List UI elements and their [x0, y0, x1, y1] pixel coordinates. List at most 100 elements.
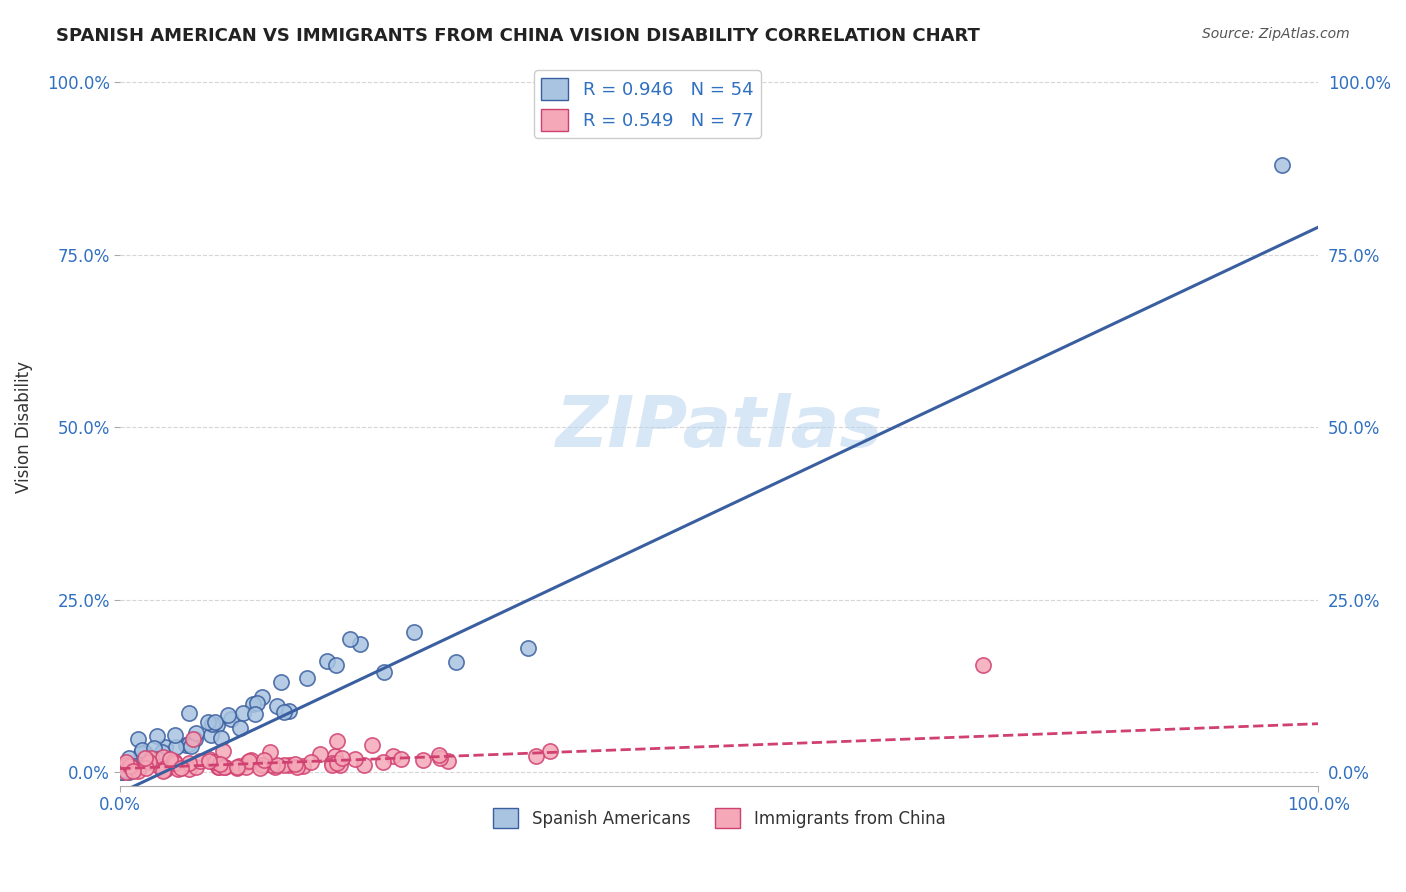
Point [243, 706, 266, 721]
Point [236, 756, 259, 770]
Point [138, 755, 160, 769]
Point [212, 744, 235, 758]
Point [232, 706, 254, 720]
Point [153, 763, 176, 777]
Point [177, 737, 200, 751]
Point [373, 665, 395, 679]
Point [159, 752, 181, 766]
Point [179, 706, 201, 720]
Point [150, 745, 173, 759]
Point [353, 757, 375, 772]
Point [181, 731, 204, 746]
Point [250, 758, 273, 772]
Point [114, 764, 136, 779]
Point [284, 757, 307, 772]
Point [321, 756, 343, 771]
Point [373, 755, 395, 769]
Point [972, 658, 994, 673]
Point [176, 738, 198, 752]
Point [146, 729, 169, 743]
Point [197, 715, 219, 730]
Point [238, 754, 260, 768]
Point [412, 753, 434, 767]
Point [127, 764, 149, 778]
Point [437, 754, 460, 768]
Point [166, 762, 188, 776]
Point [323, 748, 346, 763]
Point [309, 747, 332, 761]
Point [326, 756, 349, 770]
Point [299, 755, 322, 769]
Point [121, 760, 143, 774]
Y-axis label: Vision Disability: Vision Disability [15, 361, 32, 493]
Point [259, 745, 281, 759]
Point [250, 690, 273, 704]
Point [131, 743, 153, 757]
Text: SPANISH AMERICAN VS IMMIGRANTS FROM CHINA VISION DISABILITY CORRELATION CHART: SPANISH AMERICAN VS IMMIGRANTS FROM CHIN… [56, 27, 980, 45]
Point [253, 753, 276, 767]
Point [246, 696, 269, 710]
Point [127, 731, 149, 746]
Point [273, 757, 295, 772]
Point [143, 750, 166, 764]
Point [180, 739, 202, 753]
Point [229, 721, 252, 735]
Point [155, 762, 177, 776]
Point [163, 755, 186, 769]
Point [270, 674, 292, 689]
Point [524, 749, 547, 764]
Point [1271, 158, 1294, 172]
Point [339, 632, 361, 647]
Point [242, 697, 264, 711]
Point [321, 757, 343, 772]
Point [146, 751, 169, 765]
Point [134, 746, 156, 760]
Point [153, 739, 176, 754]
Point [219, 712, 242, 726]
Point [214, 760, 236, 774]
Point [235, 760, 257, 774]
Point [404, 624, 426, 639]
Point [295, 671, 318, 685]
Point [118, 751, 141, 765]
Point [111, 764, 134, 779]
Point [329, 758, 352, 772]
Point [197, 754, 219, 768]
Point [205, 718, 228, 732]
Point [278, 758, 301, 772]
Point [114, 755, 136, 769]
Point [266, 757, 288, 772]
Point [273, 706, 295, 720]
Legend: Spanish Americans, Immigrants from China: Spanish Americans, Immigrants from China [486, 801, 952, 835]
Point [278, 704, 301, 718]
Point [330, 751, 353, 765]
Point [165, 739, 187, 754]
Point [285, 760, 308, 774]
Point [516, 640, 538, 655]
Point [201, 716, 224, 731]
Point [382, 749, 405, 764]
Point [149, 760, 172, 774]
Point [124, 759, 146, 773]
Point [538, 744, 561, 758]
Point [122, 764, 145, 778]
Point [186, 725, 208, 739]
Point [177, 756, 200, 770]
Point [135, 761, 157, 775]
Point [120, 758, 142, 772]
Point [209, 731, 232, 746]
Point [209, 756, 232, 771]
Point [389, 752, 412, 766]
Point [343, 752, 366, 766]
Point [207, 760, 229, 774]
Point [163, 728, 186, 742]
Point [142, 741, 165, 756]
Point [263, 759, 285, 773]
Point [200, 728, 222, 742]
Point [360, 738, 382, 752]
Point [165, 756, 187, 771]
Point [228, 758, 250, 772]
Point [212, 760, 235, 774]
Point [217, 707, 239, 722]
Point [152, 749, 174, 764]
